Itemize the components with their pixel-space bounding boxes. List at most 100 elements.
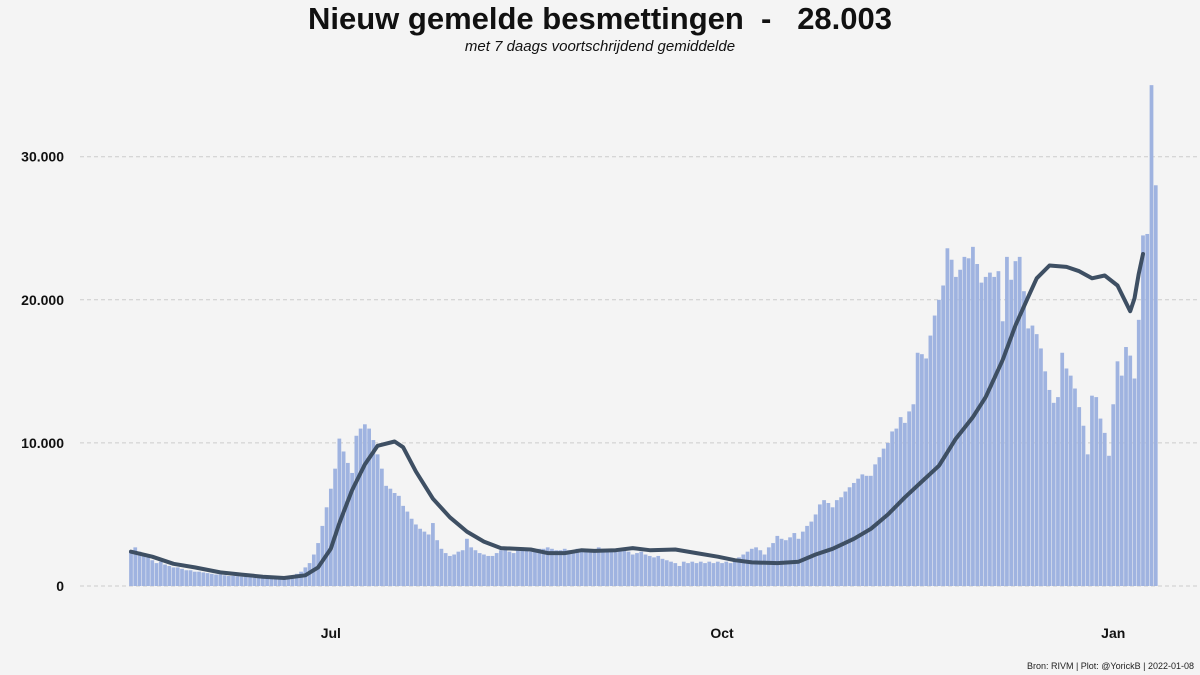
bar [418,528,423,586]
bar [983,276,988,586]
bar [907,411,911,586]
bar [1090,395,1094,586]
bar [1068,375,1073,586]
y-tick-label: 20.000 [21,292,64,308]
bar [239,576,244,586]
bar [962,256,967,586]
bar [1047,389,1052,586]
bar [171,567,176,586]
bar [235,576,240,586]
bar [188,570,193,586]
bar [175,567,180,586]
bar [482,554,486,586]
chart-title: Nieuw gemelde besmettingen - 28.003 [307,1,893,36]
bar [762,554,767,586]
bar [937,299,941,586]
bar [341,451,346,586]
bar [766,547,771,586]
bar [550,548,554,586]
bar [1005,256,1009,586]
bar [167,565,172,586]
bar [1017,256,1022,586]
bar [452,554,457,586]
bar [294,573,299,586]
bar [809,521,814,586]
bar [839,497,843,586]
bar [1141,235,1145,586]
bar [920,354,924,586]
bar [520,547,525,586]
bar [465,538,469,586]
bar [533,550,537,586]
bar [265,577,269,586]
bar [141,553,146,586]
bar [601,548,605,586]
bar [745,551,750,586]
bar [737,557,741,586]
bar [337,438,342,586]
y-axis-ticks: 0 10.000 20.000 30.000 [21,149,64,594]
x-tick-label: Oct [710,625,734,641]
bar [371,440,376,586]
bar [277,577,282,586]
bar [856,478,860,587]
bar [392,492,397,587]
bar [448,555,452,586]
bar [362,424,367,586]
bar [299,571,303,586]
bar [724,561,729,586]
bar [409,518,414,586]
bar [711,563,716,586]
bar [979,282,984,586]
bar [1145,233,1150,586]
bar [686,563,690,586]
bar [214,574,218,586]
bar [975,264,980,586]
bar [397,495,401,586]
bar [460,550,465,586]
x-tick-label: Jul [321,625,341,641]
bar [146,557,150,586]
bar [133,547,138,586]
bar [426,534,431,586]
bar [622,550,627,586]
bar [286,577,291,586]
bar [673,563,678,586]
bar [851,482,856,586]
bar [1124,347,1128,586]
bar [992,276,997,586]
bar [137,551,142,586]
bar [1119,375,1124,586]
bar [1039,348,1043,586]
bar [817,504,822,586]
bar [613,550,618,586]
bar [1102,432,1107,586]
bar [537,548,542,586]
bar [205,573,210,586]
bar [609,551,614,586]
bar [635,553,639,586]
bar [741,554,746,586]
x-tick-label: Jan [1101,625,1125,641]
bar [1026,328,1031,586]
bar [516,550,520,586]
bar [1128,355,1133,586]
bar [715,561,720,586]
bar [579,550,584,586]
bar [180,568,184,586]
bar [758,550,763,586]
bar [469,547,474,586]
bar [1009,279,1014,586]
bar [431,523,435,586]
bar [129,550,133,586]
bar [924,358,929,586]
bar [524,548,529,586]
bar [231,575,235,586]
bar [1064,368,1069,586]
bar [494,553,499,586]
bar [226,575,231,586]
bar [1051,402,1056,586]
bar [643,554,648,586]
bar [954,276,958,586]
bar [915,352,920,586]
